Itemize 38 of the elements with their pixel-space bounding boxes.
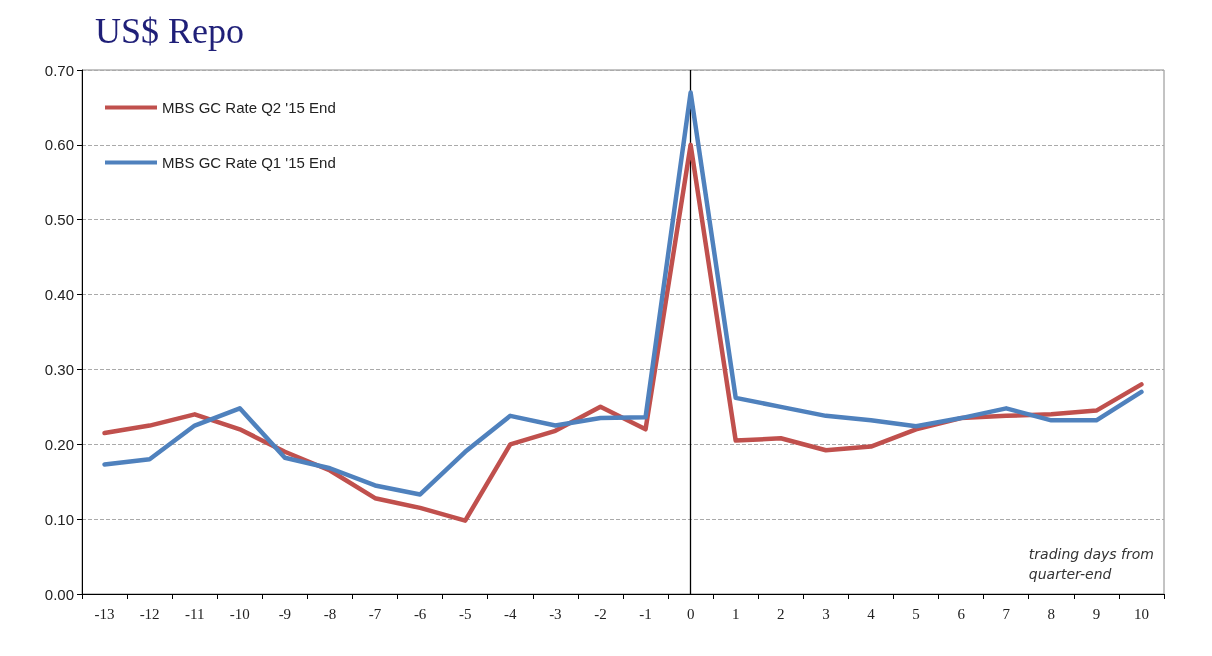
x-tick-label: 6 — [957, 605, 966, 622]
legend-label: MBS GC Rate Q2 '15 End — [162, 99, 336, 116]
x-tick-label: -13 — [94, 605, 115, 622]
x-tick-label: 3 — [822, 605, 830, 622]
y-tick-label: 0.60 — [44, 136, 74, 154]
x-tick-label: -11 — [184, 605, 205, 622]
x-tick-label: 4 — [867, 605, 876, 622]
x-tick-label: -2 — [594, 605, 607, 622]
x-tick-label: -3 — [549, 605, 562, 622]
line-series — [102, 90, 1144, 497]
x-tick-label: -7 — [368, 605, 382, 622]
x-tick-label: -10 — [229, 605, 250, 622]
x-tick-label: -6 — [413, 605, 427, 622]
x-tick-label: 7 — [1002, 605, 1011, 622]
x-tick-label: -12 — [139, 605, 160, 622]
chart-title: US$ Repo — [95, 11, 245, 51]
x-tick-label: -9 — [278, 605, 292, 622]
y-tick-label: 0.10 — [44, 510, 74, 528]
x-tick-label: 8 — [1047, 605, 1056, 622]
y-tick-label: 0.50 — [44, 211, 74, 229]
annotation: trading days from quarter-end — [1028, 546, 1155, 582]
x-tick-label: 10 — [1133, 605, 1149, 622]
x-tick-label: 1 — [731, 605, 740, 622]
line-series — [102, 142, 1144, 523]
x-tick-label: -5 — [458, 605, 472, 622]
x-tick-label: -8 — [323, 605, 337, 622]
y-tick-label: 0.70 — [44, 61, 74, 79]
y-tick-label: 0.30 — [44, 360, 74, 378]
y-tick-label: 0.40 — [44, 286, 74, 304]
y-tick-label: 0.20 — [44, 435, 74, 453]
legend-label: MBS GC Rate Q1 '15 End — [162, 154, 336, 171]
x-tick-label: 2 — [777, 605, 785, 622]
x-tick-label: 5 — [912, 605, 920, 622]
x-tick-label: -1 — [639, 605, 652, 622]
y-tick-label: 0.00 — [44, 585, 74, 603]
x-tick-label: 9 — [1092, 605, 1101, 622]
x-tick-label: 0 — [686, 605, 695, 622]
x-tick-label: -4 — [504, 605, 518, 622]
